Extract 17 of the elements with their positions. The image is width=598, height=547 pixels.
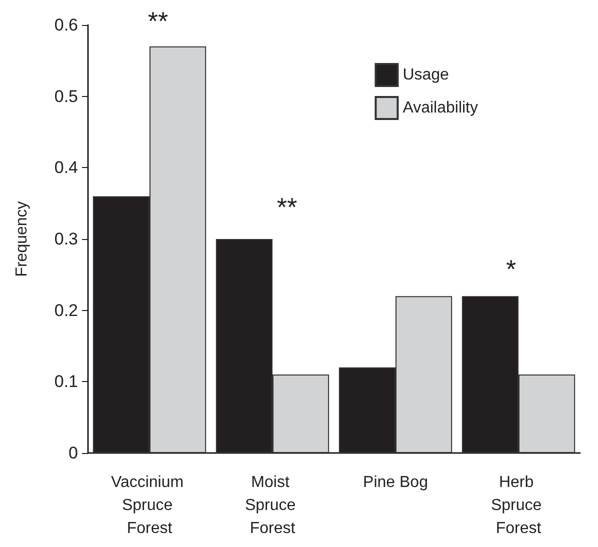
y-axis-title: Frequency bbox=[14, 201, 30, 277]
y-tick-label: 0.4 bbox=[54, 158, 78, 178]
x-tick-label: Moist Spruce Forest bbox=[244, 474, 300, 537]
x-tick-label: Vaccinium Spruce Forest bbox=[110, 474, 188, 537]
legend-label: Availability bbox=[402, 100, 478, 116]
y-tick-label: 0.6 bbox=[54, 16, 78, 34]
x-tick-label: Herb Spruce Forest bbox=[490, 474, 546, 537]
y-tick-label: 0.2 bbox=[54, 300, 78, 320]
y-tick-label: 0.3 bbox=[54, 230, 78, 248]
y-tick-label: 0.1 bbox=[54, 372, 78, 392]
x-tick-label: Pine Bog bbox=[363, 474, 428, 491]
y-tick-label: 0 bbox=[68, 444, 78, 462]
annotation: ** bbox=[276, 192, 298, 222]
annotation: ** bbox=[148, 6, 168, 36]
y-tick-label: 0.5 bbox=[54, 86, 78, 106]
annotation: * bbox=[506, 254, 516, 284]
legend-label: Usage bbox=[402, 66, 450, 84]
